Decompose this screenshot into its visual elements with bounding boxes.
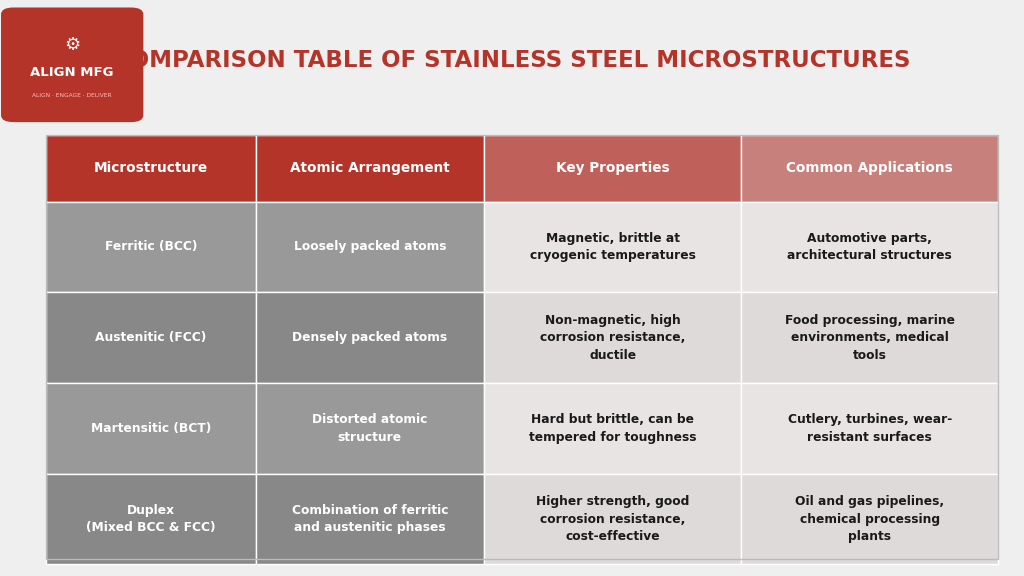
- FancyBboxPatch shape: [1, 7, 143, 122]
- Text: Martensitic (BCT): Martensitic (BCT): [91, 422, 211, 435]
- Text: Hard but brittle, can be
tempered for toughness: Hard but brittle, can be tempered for to…: [529, 413, 696, 444]
- Text: Duplex
(Mixed BCC & FCC): Duplex (Mixed BCC & FCC): [86, 504, 216, 535]
- Text: Cutlery, turbines, wear-
resistant surfaces: Cutlery, turbines, wear- resistant surfa…: [787, 413, 952, 444]
- Text: Automotive parts,
architectural structures: Automotive parts, architectural structur…: [787, 232, 952, 262]
- FancyBboxPatch shape: [741, 135, 998, 202]
- Text: Magnetic, brittle at
cryogenic temperatures: Magnetic, brittle at cryogenic temperatu…: [529, 232, 695, 262]
- FancyBboxPatch shape: [46, 473, 256, 564]
- FancyBboxPatch shape: [484, 473, 741, 564]
- Text: Combination of ferritic
and austenitic phases: Combination of ferritic and austenitic p…: [292, 504, 449, 535]
- FancyBboxPatch shape: [484, 202, 741, 293]
- Text: ALIGN MFG: ALIGN MFG: [31, 66, 114, 79]
- Text: Oil and gas pipelines,
chemical processing
plants: Oil and gas pipelines, chemical processi…: [796, 495, 944, 543]
- Text: Non-magnetic, high
corrosion resistance,
ductile: Non-magnetic, high corrosion resistance,…: [540, 314, 685, 362]
- Text: Higher strength, good
corrosion resistance,
cost-effective: Higher strength, good corrosion resistan…: [536, 495, 689, 543]
- Text: Loosely packed atoms: Loosely packed atoms: [294, 240, 446, 253]
- Text: COMPARISON TABLE OF STAINLESS STEEL MICROSTRUCTURES: COMPARISON TABLE OF STAINLESS STEEL MICR…: [114, 49, 910, 72]
- Text: Distorted atomic
structure: Distorted atomic structure: [312, 413, 428, 444]
- Text: Ferritic (BCC): Ferritic (BCC): [104, 240, 197, 253]
- FancyBboxPatch shape: [741, 293, 998, 383]
- Text: Densely packed atoms: Densely packed atoms: [292, 331, 447, 344]
- FancyBboxPatch shape: [484, 383, 741, 473]
- FancyBboxPatch shape: [256, 135, 484, 202]
- Text: Microstructure: Microstructure: [94, 161, 208, 176]
- FancyBboxPatch shape: [256, 383, 484, 473]
- Text: ⚙: ⚙: [65, 36, 80, 54]
- Text: Atomic Arrangement: Atomic Arrangement: [290, 161, 450, 176]
- FancyBboxPatch shape: [46, 383, 256, 473]
- FancyBboxPatch shape: [741, 202, 998, 293]
- Text: Austenitic (FCC): Austenitic (FCC): [95, 331, 207, 344]
- FancyBboxPatch shape: [256, 202, 484, 293]
- Text: Key Properties: Key Properties: [556, 161, 670, 176]
- Text: Common Applications: Common Applications: [786, 161, 953, 176]
- FancyBboxPatch shape: [46, 293, 256, 383]
- FancyBboxPatch shape: [741, 473, 998, 564]
- FancyBboxPatch shape: [256, 473, 484, 564]
- Text: Food processing, marine
environments, medical
tools: Food processing, marine environments, me…: [784, 314, 954, 362]
- FancyBboxPatch shape: [741, 383, 998, 473]
- FancyBboxPatch shape: [46, 135, 256, 202]
- Text: ALIGN · ENGAGE · DELIVER: ALIGN · ENGAGE · DELIVER: [33, 93, 112, 97]
- FancyBboxPatch shape: [256, 293, 484, 383]
- FancyBboxPatch shape: [46, 202, 256, 293]
- FancyBboxPatch shape: [484, 293, 741, 383]
- FancyBboxPatch shape: [484, 135, 741, 202]
